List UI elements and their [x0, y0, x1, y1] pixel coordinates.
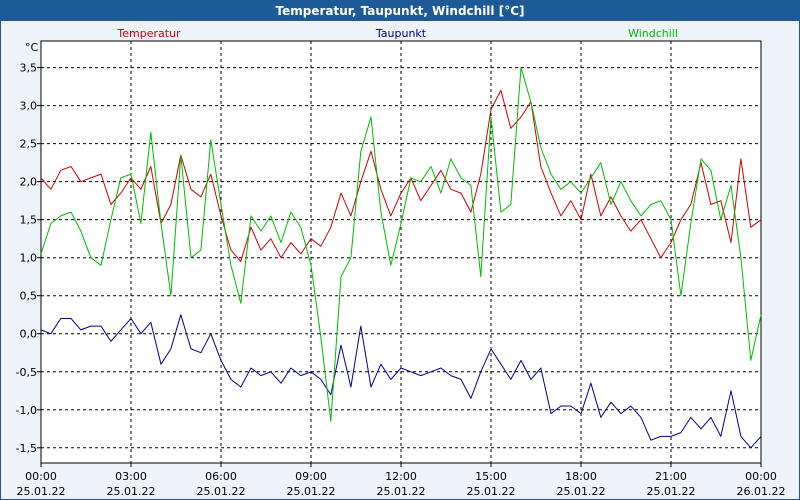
x-tick-date: 25.01.22 [647, 485, 696, 498]
x-tick-time: 18:00 [565, 470, 597, 483]
x-tick-time: 21:00 [655, 470, 687, 483]
y-tick-label: 2,0 [20, 176, 38, 189]
legend-entry-windchill: Windchill [628, 27, 678, 40]
y-tick-label: 1,5 [20, 214, 38, 227]
y-axis-label: °C [25, 41, 39, 54]
x-tick-date: 25.01.22 [377, 485, 426, 498]
series-line-windchill [40, 67, 762, 422]
y-tick-label: -1,5 [16, 442, 37, 455]
x-tick-date: 25.01.22 [107, 485, 156, 498]
x-tick-date: 25.01.22 [197, 485, 246, 498]
x-tick-time: 06:00 [205, 470, 237, 483]
y-tick-label: 0,5 [20, 290, 38, 303]
x-tick-time: 12:00 [385, 470, 417, 483]
legend: Temperatur Taupunkt Windchill [116, 27, 678, 40]
x-tick-time: 03:00 [115, 470, 147, 483]
y-tick-label: 2,5 [20, 138, 38, 151]
y-tick-label: 0,0 [20, 328, 38, 341]
y-tick-label: 3,5 [20, 62, 38, 75]
x-tick-date: 25.01.22 [467, 485, 516, 498]
chart-title: Temperatur, Taupunkt, Windchill [°C] [1, 1, 799, 21]
x-tick-time: 09:00 [295, 470, 327, 483]
x-tick-date: 25.01.22 [287, 485, 336, 498]
legend-entry-temperatur: Temperatur [116, 27, 181, 40]
series-lines [40, 67, 762, 449]
series-line-taupunkt [40, 314, 762, 449]
x-tick-date: 25.01.22 [557, 485, 606, 498]
x-tick-date: 26.01.22 [737, 485, 786, 498]
y-axis-ticks: -1,5 -1,0 -0,5 0,0 0,5 1,0 1,5 2,0 2,5 3,0 3,5 [16, 62, 41, 455]
x-tick-time: 00:00 [745, 470, 777, 483]
x-tick-time: 15:00 [475, 470, 507, 483]
x-tick-time: 00:00 [25, 470, 57, 483]
y-tick-label: -1,0 [16, 404, 37, 417]
x-axis-ticks: 00:00 25.01.22 03:00 25.01.22 06:00 25.01.22 0… [17, 463, 786, 498]
y-tick-label: -0,5 [16, 366, 37, 379]
y-tick-label: 1,0 [20, 252, 38, 265]
x-tick-date: 25.01.22 [17, 485, 66, 498]
legend-entry-taupunkt: Taupunkt [375, 27, 427, 40]
y-tick-label: 3,0 [20, 100, 38, 113]
